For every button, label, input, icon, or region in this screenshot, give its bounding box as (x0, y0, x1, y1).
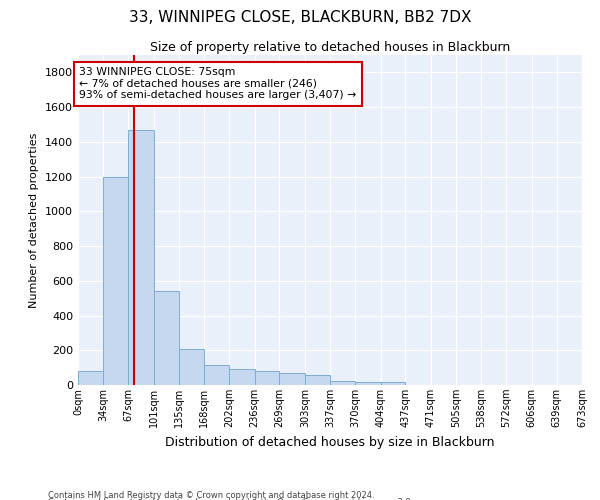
X-axis label: Distribution of detached houses by size in Blackburn: Distribution of detached houses by size … (165, 436, 495, 448)
Bar (331, 380, 355, 385)
Text: 33, WINNIPEG CLOSE, BLACKBURN, BB2 7DX: 33, WINNIPEG CLOSE, BLACKBURN, BB2 7DX (129, 10, 471, 25)
Bar (355, 382, 380, 385)
Text: 33 WINNIPEG CLOSE: 75sqm
← 7% of detached houses are smaller (246)
93% of semi-d: 33 WINNIPEG CLOSE: 75sqm ← 7% of detache… (79, 67, 357, 100)
Bar (229, 368, 255, 385)
Bar (179, 348, 204, 385)
Bar (204, 365, 229, 385)
Bar (280, 373, 305, 385)
Bar (103, 176, 128, 385)
Y-axis label: Number of detached properties: Number of detached properties (29, 132, 40, 308)
Bar (78, 371, 103, 385)
Bar (305, 376, 331, 385)
Bar (128, 130, 154, 385)
Title: Size of property relative to detached houses in Blackburn: Size of property relative to detached ho… (150, 41, 510, 54)
Bar (154, 291, 179, 385)
Text: Contains public sector information licensed under the Open Government Licence v3: Contains public sector information licen… (48, 498, 413, 500)
Text: Contains HM Land Registry data © Crown copyright and database right 2024.: Contains HM Land Registry data © Crown c… (48, 490, 374, 500)
Bar (255, 371, 280, 385)
Bar (380, 382, 405, 385)
